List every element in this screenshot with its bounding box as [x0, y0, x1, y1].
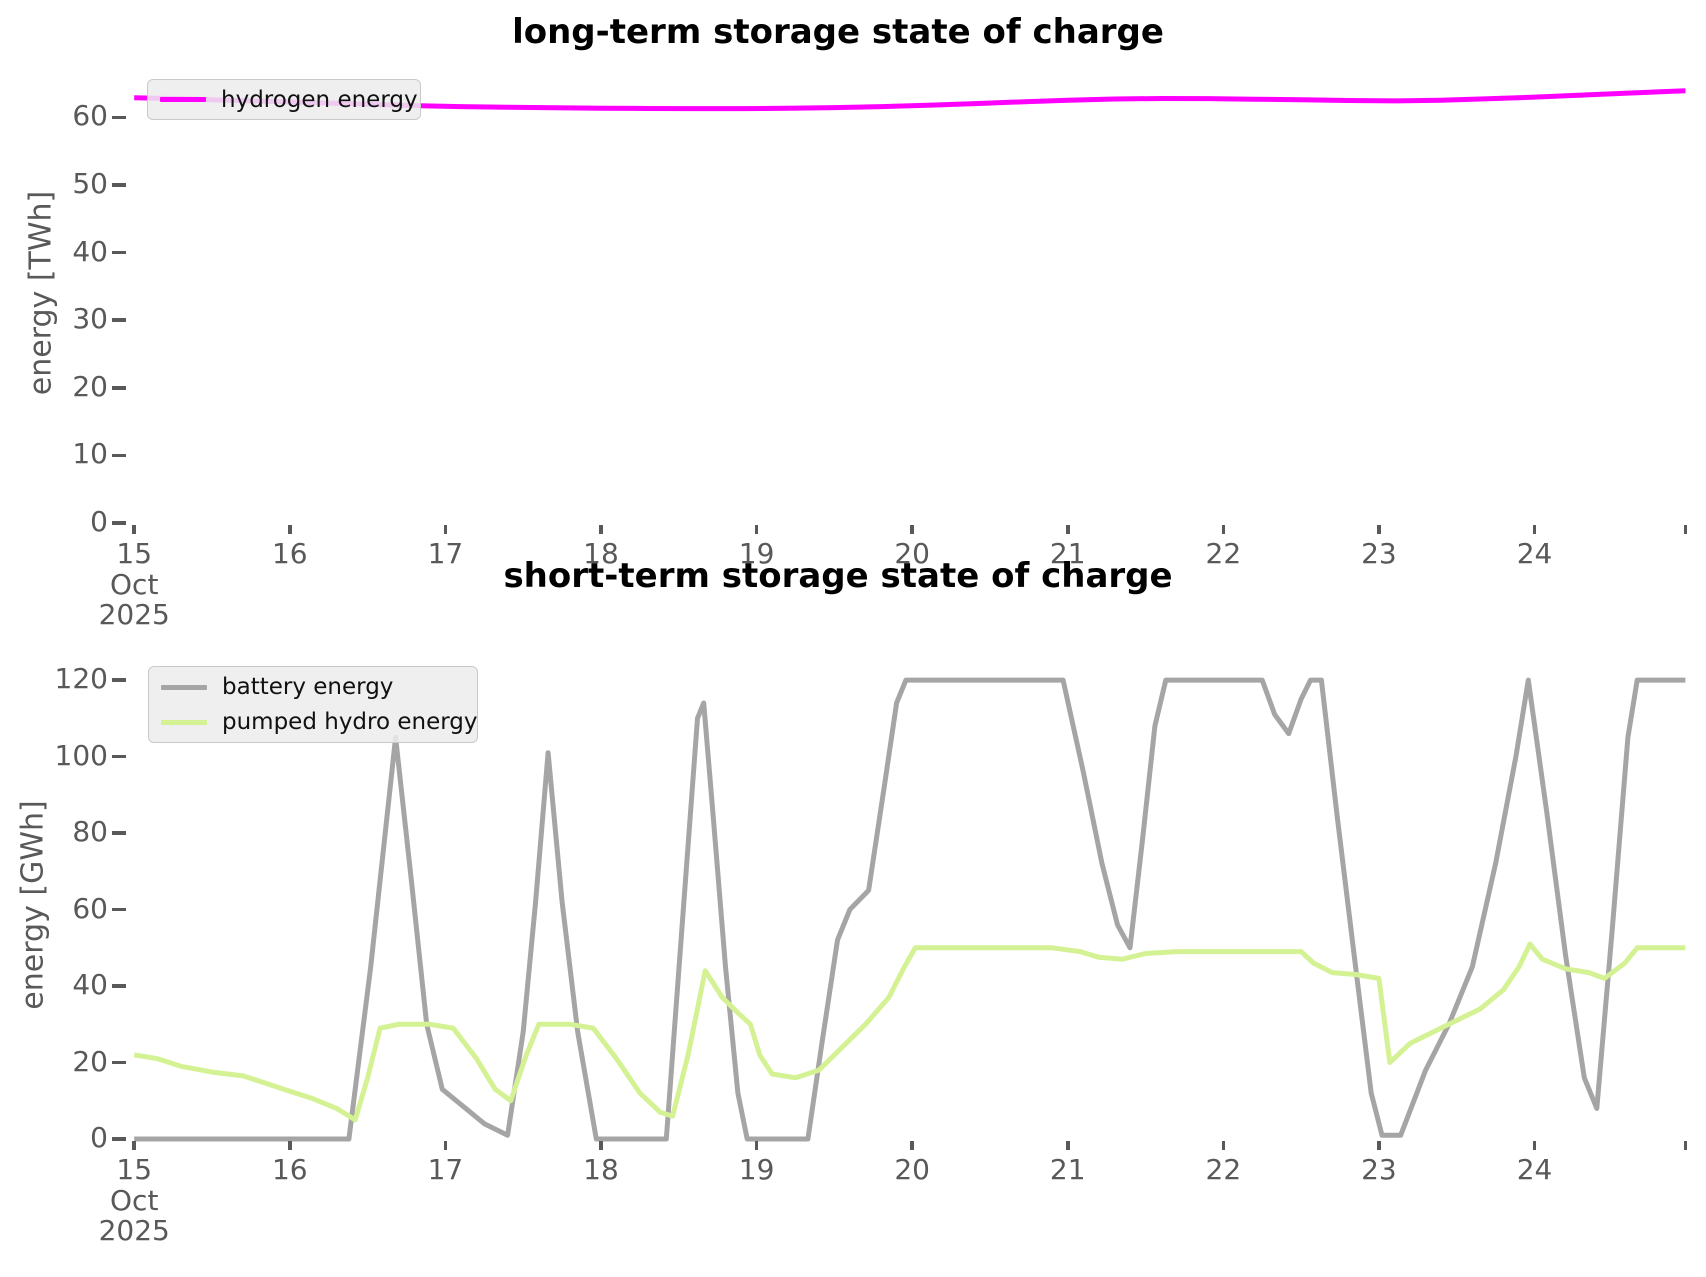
hydrogen-energy-line-swatch — [160, 97, 206, 102]
y-tick-mark — [112, 1060, 126, 1065]
x-tick-mark — [288, 1141, 292, 1150]
x-tick-label: 17 — [427, 1153, 464, 1186]
x-axis-date-label: Oct — [110, 1184, 159, 1217]
x-tick-label: 20 — [894, 537, 930, 570]
short-term-chart-title: short-term storage state of charge — [503, 556, 1173, 596]
y-tick-label: 100 — [54, 738, 108, 772]
x-tick-label: 23 — [1361, 537, 1397, 570]
plot-canvas — [134, 88, 1686, 112]
x-tick-mark — [599, 1141, 603, 1150]
y-tick-mark — [112, 318, 126, 322]
y-tick-label: 20 — [72, 369, 108, 403]
x-tick-mark — [1377, 525, 1381, 534]
x-tick-mark — [754, 1141, 759, 1150]
y-tick-label: 20 — [72, 1044, 108, 1078]
legend-entry-pumped-hydro: pumped hydro energy — [161, 709, 478, 735]
x-tick-mark — [132, 1141, 136, 1150]
short-term-plot-area: 0 20 40 60 80 100 120 15 Oct 2025 16 17 18 19 20 21 22 23… — [55, 662, 1688, 1247]
y-tick-mark — [112, 250, 126, 255]
x-tick-label: 22 — [1205, 1153, 1242, 1186]
y-tick-mark — [112, 984, 126, 988]
y-tick-mark — [112, 678, 126, 682]
x-tick-label: 22 — [1205, 537, 1242, 570]
y-tick-mark — [112, 115, 126, 120]
x-tick-label: 17 — [427, 537, 464, 570]
y-tick-label: 80 — [72, 814, 108, 848]
y-tick-label: 60 — [72, 99, 108, 133]
x-axis-date-label: Oct — [110, 568, 159, 601]
y-tick-mark — [112, 1137, 126, 1141]
pumped-hydro-energy-line-swatch — [161, 719, 207, 725]
y-tick-label: 50 — [72, 166, 108, 200]
long-term-legend: hydrogen energy — [147, 79, 421, 120]
legend-entry-hydrogen: hydrogen energy — [160, 87, 418, 113]
y-tick-mark — [112, 754, 126, 759]
x-tick-label: 24 — [1516, 1153, 1553, 1186]
y-tick-mark — [112, 183, 126, 187]
x-tick-mark — [1221, 525, 1226, 534]
plot-canvas — [133, 677, 1686, 1142]
y-tick-mark — [112, 453, 126, 458]
x-tick-label: 18 — [583, 537, 619, 570]
legend-label-hydrogen: hydrogen energy — [221, 86, 418, 113]
y-tick-mark — [112, 907, 126, 912]
x-tick-mark — [754, 525, 759, 534]
x-tick-label: 20 — [894, 1153, 930, 1186]
x-tick-mark — [1377, 1141, 1381, 1150]
y-tick-label: 0 — [90, 504, 108, 538]
x-tick-label: 21 — [1049, 537, 1086, 570]
x-tick-mark — [1532, 525, 1537, 534]
long-term-plot-area: 0 10 20 30 40 50 60 15 Oct 2025 16 17 18 19 20 21 22 23 24 — [72, 63, 1688, 631]
battery-energy-line-swatch — [161, 684, 207, 690]
x-tick-label: 16 — [271, 1153, 308, 1186]
long-term-chart-title: long-term storage state of charge — [512, 12, 1164, 52]
x-tick-mark — [910, 1141, 914, 1150]
y-tick-label: 120 — [54, 661, 108, 695]
x-tick-label: 18 — [583, 1153, 619, 1186]
x-tick-mark — [1683, 525, 1688, 534]
x-tick-label: 19 — [738, 1153, 775, 1186]
y-tick-mark — [112, 386, 126, 390]
y-tick-label: 60 — [72, 891, 108, 925]
y-tick-label: 40 — [72, 234, 108, 268]
x-tick-mark — [1532, 1141, 1537, 1150]
x-tick-mark — [1066, 525, 1070, 534]
y-tick-label: 10 — [72, 437, 108, 471]
x-tick-label: 16 — [271, 537, 308, 570]
y-tick-mark — [112, 831, 126, 835]
x-axis-date-label: 2025 — [98, 598, 170, 631]
legend-entry-battery: battery energy — [161, 674, 465, 700]
short-term-legend: battery energy pumped hydro energy — [148, 666, 478, 743]
x-tick-label: 24 — [1516, 537, 1553, 570]
x-tick-mark — [910, 525, 914, 534]
long-term-y-axis-label: energy [TWh] — [23, 190, 59, 396]
y-tick-label: 40 — [72, 967, 108, 1001]
x-tick-mark — [599, 525, 603, 534]
x-tick-label: 15 — [116, 1153, 153, 1186]
y-tick-mark — [112, 521, 126, 525]
x-tick-mark — [288, 525, 292, 534]
y-tick-label: 0 — [90, 1120, 108, 1154]
x-tick-label: 21 — [1049, 1153, 1086, 1186]
x-tick-mark — [1683, 1141, 1688, 1150]
y-tick-label: 30 — [72, 302, 108, 336]
x-tick-mark — [443, 1141, 448, 1150]
short-term-y-axis-label: energy [GWh] — [15, 800, 51, 1010]
x-tick-label: 23 — [1361, 1153, 1397, 1186]
x-axis-date-label: 2025 — [98, 1214, 170, 1247]
series-line-battery-energy — [134, 677, 1686, 1142]
legend-label-pumped-hydro: pumped hydro energy — [222, 709, 478, 735]
x-tick-mark — [132, 525, 136, 534]
legend-label-battery: battery energy — [222, 674, 394, 700]
x-tick-mark — [1066, 1141, 1070, 1150]
x-tick-label: 15 — [116, 537, 153, 570]
x-tick-label: 19 — [738, 537, 775, 570]
series-line-pumped-hydro-energy — [133, 941, 1686, 1123]
x-tick-mark — [1221, 1141, 1226, 1150]
x-tick-mark — [443, 525, 448, 534]
